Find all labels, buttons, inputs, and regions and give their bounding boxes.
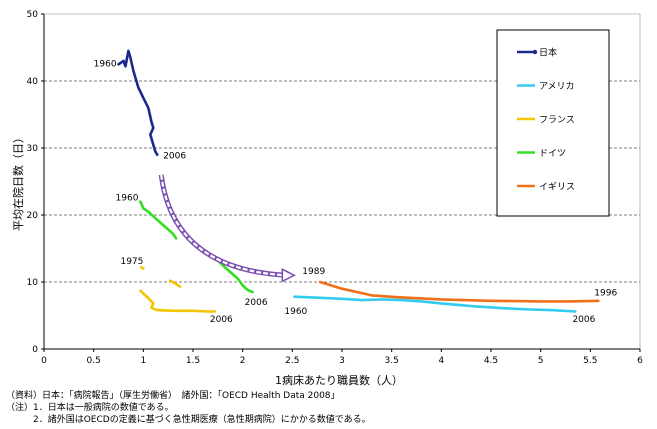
x-tick-label: 1.5 [186,356,200,366]
series-line-フランス [168,279,182,288]
axes: 0 10 20 30 40 50 0 0.5 1 1.5 2 2.5 3 3.5 4 4.5 5 5.5 6 [27,10,644,366]
x-tick-label: 4.5 [484,356,498,366]
series-line-イギリス [318,280,600,303]
x-tick-label: 1 [140,356,146,366]
arrow-outline [158,174,287,278]
y-tick-label: 10 [27,278,39,288]
note-2: 2．諸外国はOECDの定義に基づく急性期医療（急性期病院）にかかる数値である。 [6,415,371,425]
annotations: 1960 2006 1960 1975 2006 2006 1989 1960 1996 2006 [94,59,618,325]
legend-marker [532,49,538,55]
note-1: （注）1．日本は一般病院の数値である。 [6,403,174,413]
legend-label: 日本 [539,47,557,59]
annotation-label: 2006 [572,315,595,325]
source-notes: （資料）日本：「病院報告」（厚生労働省） 諸外国：「OECD Health Da… [6,390,371,426]
y-tick-label: 30 [27,144,39,154]
annotation-label: 2006 [210,315,233,325]
series-line-アメリカ [293,295,577,313]
series-line-フランス [139,289,217,313]
x-axis-title: 1病床あたり職員数（人） [275,373,403,387]
annotation-label: 1960 [94,59,117,69]
annotation-label: 1975 [120,257,143,267]
y-tick-label: 20 [27,211,39,221]
x-tick-label: 3 [339,356,345,366]
series-line-フランス [140,266,145,270]
transition-arrow [158,174,297,283]
x-tick-label: 0.5 [87,356,101,366]
x-tick-label: 0 [41,356,47,366]
y-tick-label: 50 [27,10,39,20]
annotation-label: 1996 [594,288,617,298]
x-tick-label: 3.5 [385,356,399,366]
y-tick-label: 40 [27,77,39,87]
annotation-label: 2006 [245,298,268,308]
series-layer [117,49,600,313]
legend-label: イギリス [539,182,575,193]
annotation-label: 1989 [302,267,325,277]
series-line-日本 [117,49,159,156]
legend-label: フランス [539,115,575,126]
x-tick-label: 5.5 [583,356,597,366]
legend-label: アメリカ [539,81,575,92]
series-line-ドイツ [139,200,178,240]
x-tick-label: 2.5 [285,356,299,366]
annotation-label: 1960 [116,193,139,203]
y-axis-title: 平均在院日数（日） [11,132,25,231]
annotation-label: 2006 [163,152,186,162]
note-source: （資料）日本：「病院報告」（厚生労働省） 諸外国：「OECD Health Da… [6,391,340,401]
x-tick-label: 6 [637,356,643,366]
x-tick-label: 2 [240,356,246,366]
y-tick-label: 0 [32,345,38,355]
legend-label: ドイツ [539,149,566,159]
arrow-head [281,268,297,283]
x-tick-label: 4 [438,356,444,366]
annotation-label: 1960 [284,307,307,317]
x-tick-label: 5 [538,356,544,366]
legend-box [496,29,610,217]
chart-svg: 0 10 20 30 40 50 0 0.5 1 1.5 2 2.5 3 3.5 4 4.5 5 5.5 6 196… [11,10,644,387]
arrow-inner [160,174,287,277]
